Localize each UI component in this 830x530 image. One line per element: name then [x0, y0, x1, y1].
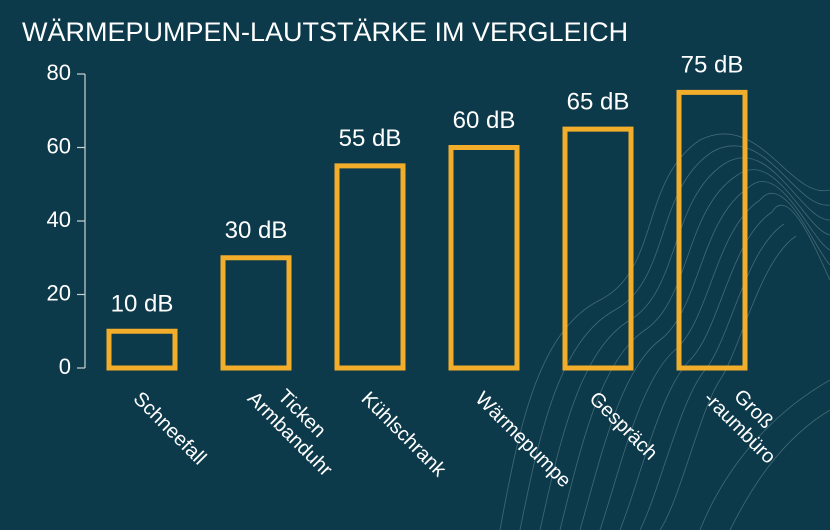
value-label: 60 dB	[453, 107, 516, 134]
value-label: 10 dB	[111, 291, 174, 318]
x-tick-label: Gespräch	[585, 388, 662, 465]
value-label: 30 dB	[225, 217, 288, 244]
chart-title: WÄRMEPUMPEN-LAUTSTÄRKE IM VERGLEICH	[22, 17, 628, 47]
bar	[676, 89, 748, 371]
x-tick-label: TickenArmbanduhr	[243, 371, 353, 481]
x-tick-label: Groß-raumbüro	[699, 371, 796, 468]
value-label: 55 dB	[339, 125, 402, 152]
value-label: 75 dB	[681, 52, 744, 79]
y-tick-label: 80	[47, 60, 71, 85]
background-waves	[499, 133, 830, 530]
bar	[562, 126, 634, 371]
x-tick-label: Kühlschrank	[357, 388, 451, 482]
y-tick-label: 0	[59, 354, 71, 379]
value-label: 65 dB	[567, 88, 630, 115]
bar	[334, 163, 406, 371]
bar	[448, 145, 520, 371]
y-tick-label: 20	[47, 280, 71, 305]
bar	[106, 328, 178, 371]
bar	[220, 255, 292, 371]
y-tick-label: 40	[47, 207, 71, 232]
y-tick-label: 60	[47, 133, 71, 158]
x-tick-label: Wärmepumpe	[471, 388, 575, 492]
x-tick-label: Schneefall	[129, 388, 211, 470]
